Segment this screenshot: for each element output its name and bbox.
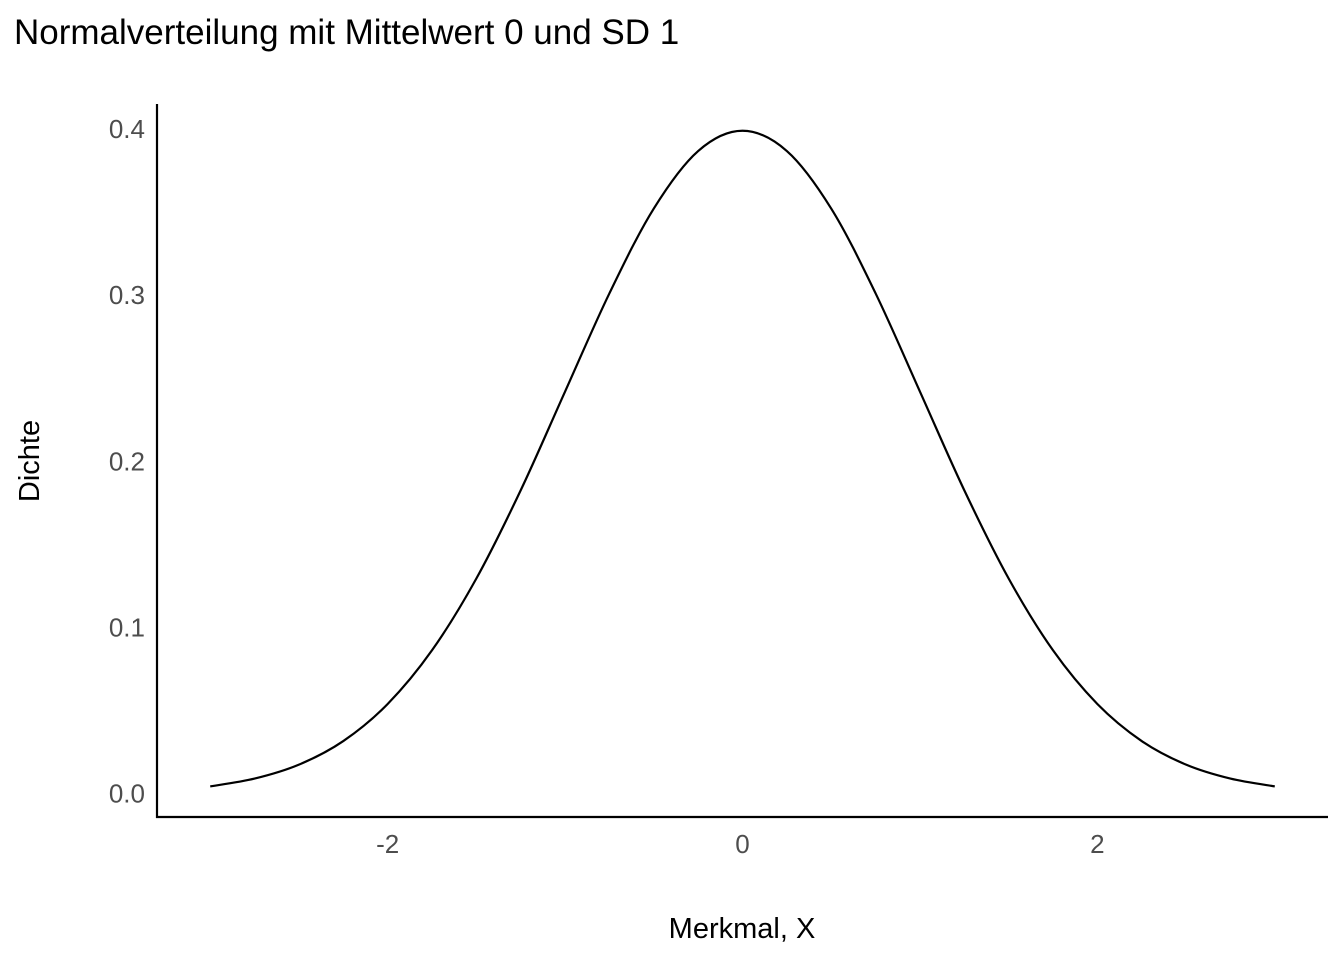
x-tick-label: -2 [376, 829, 399, 859]
y-tick-label: 0.2 [109, 446, 145, 476]
x-axis-ticks: -2 0 2 [376, 829, 1104, 859]
chart-title: Normalverteilung mit Mittelwert 0 und SD… [14, 13, 679, 52]
x-tick-label: 0 [735, 829, 749, 859]
x-tick-label: 2 [1090, 829, 1104, 859]
y-axis-title: Dichte [14, 420, 46, 502]
density-curve [210, 129, 1275, 788]
y-tick-label: 0.4 [109, 114, 145, 144]
y-tick-label: 0.1 [109, 613, 145, 643]
x-axis-title: Merkmal, X [669, 913, 816, 945]
y-tick-label: 0.3 [109, 280, 145, 310]
y-tick-label: 0.0 [109, 779, 145, 809]
y-axis-ticks: 0.0 0.1 0.2 0.3 0.4 [109, 114, 145, 809]
